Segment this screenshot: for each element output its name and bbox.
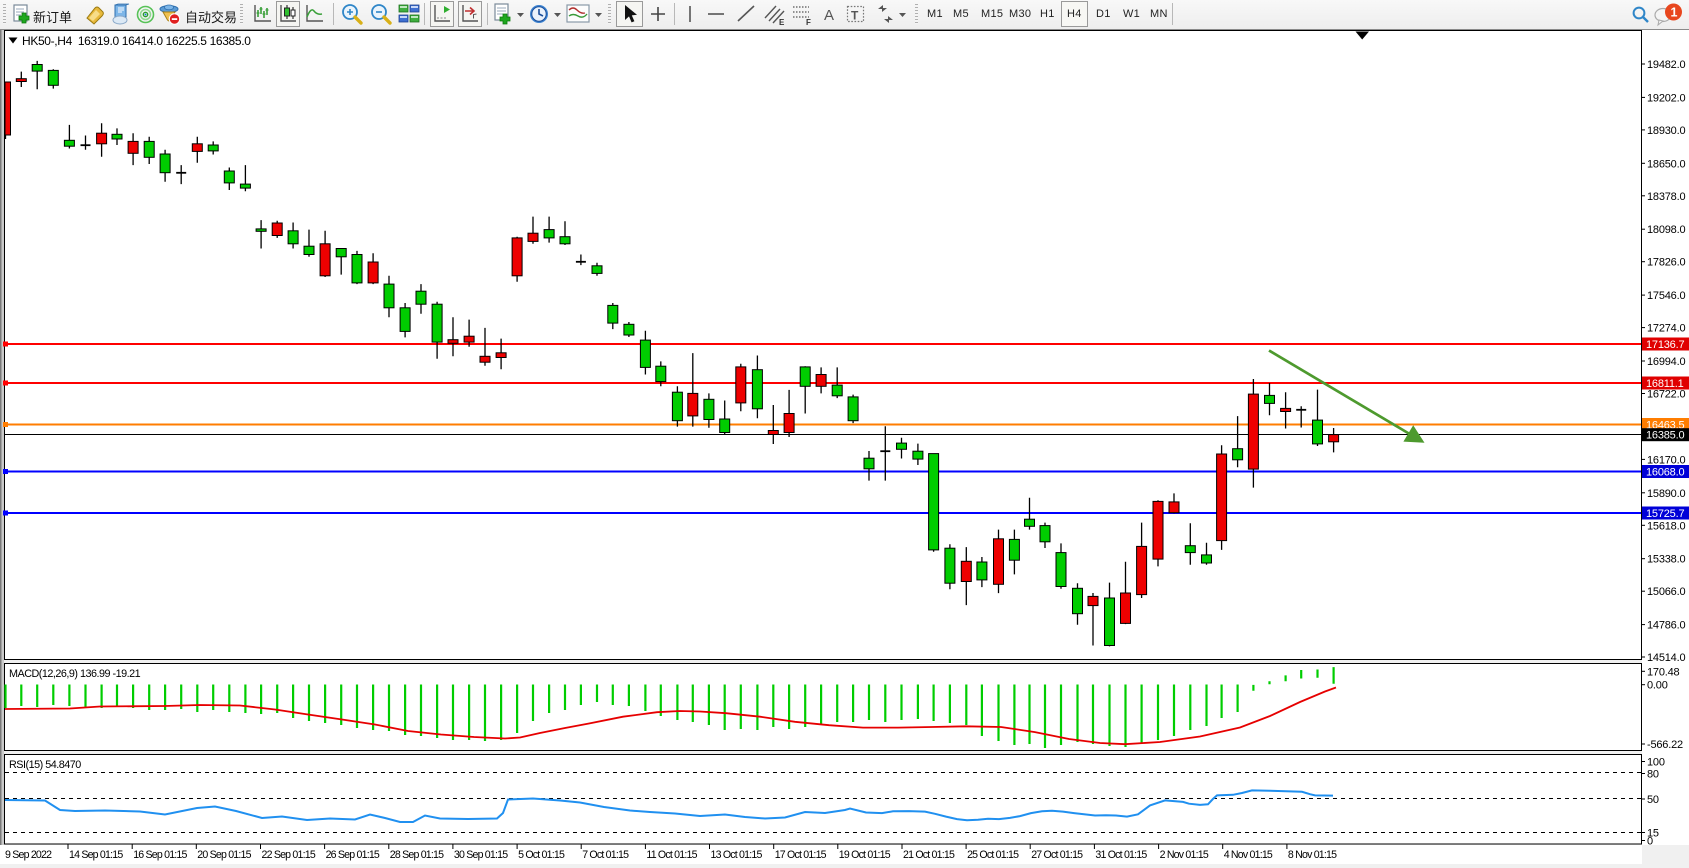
svg-text:5 Oct 01:15: 5 Oct 01:15: [518, 849, 565, 861]
svg-text:100: 100: [1647, 757, 1665, 769]
svg-text:0.00: 0.00: [1647, 680, 1668, 692]
svg-text:16385.0: 16385.0: [1646, 430, 1684, 442]
svg-text:0: 0: [1647, 836, 1653, 848]
svg-text:14514.0: 14514.0: [1647, 652, 1685, 664]
svg-text:15618.0: 15618.0: [1647, 520, 1685, 532]
svg-text:16994.0: 16994.0: [1647, 356, 1685, 368]
svg-text:26 Sep 01:15: 26 Sep 01:15: [326, 849, 380, 861]
svg-text:18650.0: 18650.0: [1647, 158, 1685, 170]
svg-text:22 Sep 01:15: 22 Sep 01:15: [262, 849, 316, 861]
svg-text:4 Nov 01:15: 4 Nov 01:15: [1224, 849, 1273, 861]
svg-text:14786.0: 14786.0: [1647, 620, 1685, 632]
svg-text:14 Sep 01:15: 14 Sep 01:15: [69, 849, 123, 861]
svg-text:-566.22: -566.22: [1647, 739, 1683, 751]
svg-text:15: 15: [1647, 828, 1659, 840]
svg-text:30 Sep 01:15: 30 Sep 01:15: [454, 849, 508, 861]
svg-text:15890.0: 15890.0: [1647, 488, 1685, 500]
svg-text:19482.0: 19482.0: [1647, 59, 1685, 71]
svg-text:16 Sep 01:15: 16 Sep 01:15: [133, 849, 187, 861]
svg-text:9 Sep 2022: 9 Sep 2022: [5, 849, 52, 861]
svg-text:20 Sep 01:15: 20 Sep 01:15: [197, 849, 251, 861]
svg-text:21 Oct 01:15: 21 Oct 01:15: [903, 849, 955, 861]
svg-text:16068.0: 16068.0: [1646, 467, 1684, 479]
svg-text:15066.0: 15066.0: [1647, 586, 1685, 598]
svg-text:18098.0: 18098.0: [1647, 224, 1685, 236]
svg-text:8 Nov 01:15: 8 Nov 01:15: [1288, 849, 1337, 861]
svg-text:31 Oct 01:15: 31 Oct 01:15: [1095, 849, 1147, 861]
svg-text:80: 80: [1647, 769, 1659, 781]
svg-text:HK50-,H4 16319.0 16414.0 1622: HK50-,H4 16319.0 16414.0 16225.5 16385.0: [22, 34, 251, 48]
svg-text:25 Oct 01:15: 25 Oct 01:15: [967, 849, 1019, 861]
svg-text:16811.1: 16811.1: [1646, 378, 1684, 390]
svg-text:19 Oct 01:15: 19 Oct 01:15: [839, 849, 891, 861]
svg-text:27 Oct 01:15: 27 Oct 01:15: [1031, 849, 1083, 861]
svg-text:RSI(15) 54.8470: RSI(15) 54.8470: [9, 759, 81, 771]
svg-text:17546.0: 17546.0: [1647, 290, 1685, 302]
svg-text:17826.0: 17826.0: [1647, 257, 1685, 269]
svg-text:17 Oct 01:15: 17 Oct 01:15: [775, 849, 827, 861]
svg-text:1: 1: [1671, 6, 1678, 20]
svg-text:2 Nov 01:15: 2 Nov 01:15: [1160, 849, 1209, 861]
svg-text:T: T: [851, 9, 859, 23]
svg-text:15725.7: 15725.7: [1646, 508, 1684, 520]
svg-text:A: A: [824, 7, 834, 24]
svg-text:F: F: [806, 18, 811, 27]
svg-text:MACD(12,26,9) 136.99 -19.21: MACD(12,26,9) 136.99 -19.21: [9, 668, 141, 680]
svg-text:19202.0: 19202.0: [1647, 92, 1685, 104]
svg-text:13 Oct 01:15: 13 Oct 01:15: [711, 849, 763, 861]
svg-text:16722.0: 16722.0: [1647, 389, 1685, 401]
svg-text:50: 50: [1647, 794, 1659, 806]
svg-text:E: E: [779, 18, 785, 27]
svg-text:18378.0: 18378.0: [1647, 191, 1685, 203]
svg-text:17274.0: 17274.0: [1647, 323, 1685, 335]
svg-text:170.48: 170.48: [1647, 666, 1680, 678]
svg-text:16170.0: 16170.0: [1647, 454, 1685, 466]
svg-text:7 Oct 01:15: 7 Oct 01:15: [582, 849, 629, 861]
svg-text:18930.0: 18930.0: [1647, 125, 1685, 137]
svg-text:17136.7: 17136.7: [1646, 339, 1684, 351]
svg-text:15338.0: 15338.0: [1647, 554, 1685, 566]
svg-text:11 Oct 01:15: 11 Oct 01:15: [646, 849, 697, 861]
svg-text:28 Sep 01:15: 28 Sep 01:15: [390, 849, 444, 861]
